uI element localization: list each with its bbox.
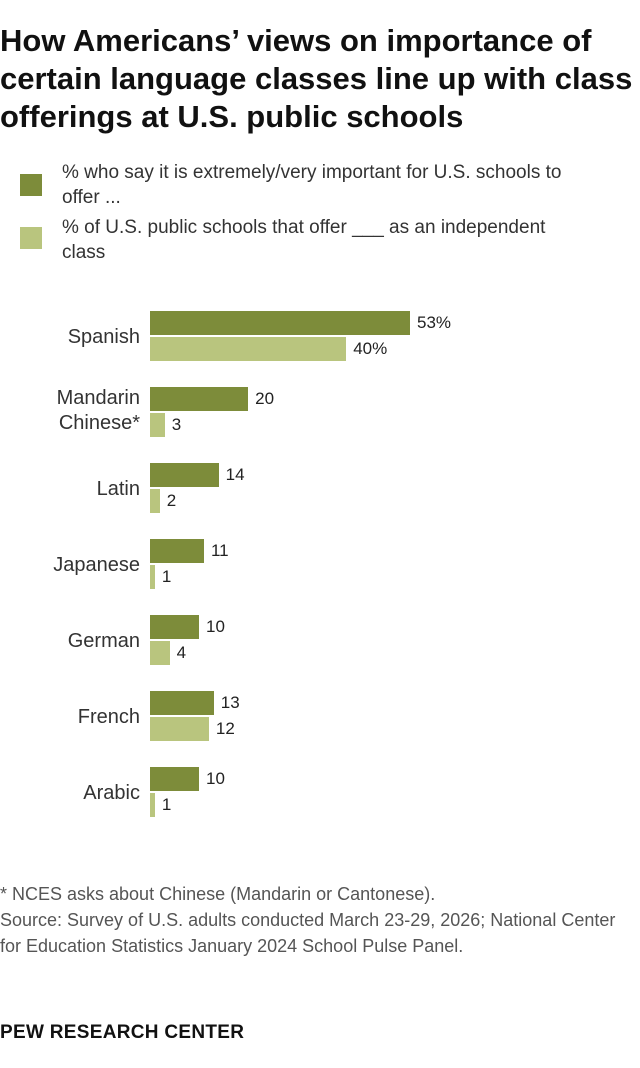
chart-title: How Americans’ views on importance of ce… — [0, 23, 633, 134]
value-label-offer: 4 — [176, 643, 187, 662]
bar-important — [150, 463, 219, 487]
bar-offer — [150, 565, 155, 589]
legend-label-important: % who say it is extremely/very important… — [62, 162, 562, 208]
bar-chart: Spanish 53% 40% Mandarin Chinese* 20 3 Latin 14… — [0, 300, 640, 830]
bar-offer — [150, 793, 155, 817]
footnote: * NCES asks about Chinese (Mandarin or C… — [0, 884, 436, 904]
bar-important — [150, 767, 200, 791]
value-label-important: 11 — [210, 541, 229, 560]
value-label-offer: 3 — [171, 415, 182, 434]
legend-label-offer: % of U.S. public schools that offer ___ … — [62, 217, 546, 263]
bar-offer — [150, 413, 165, 437]
value-label-important: 13 — [220, 693, 240, 712]
brand-name: PEW RESEARCH CENTER — [0, 1022, 245, 1043]
category-label: Japanese — [53, 554, 140, 576]
value-label-offer: 1 — [161, 795, 172, 814]
category-label: Mandarin Chinese* — [56, 387, 140, 434]
bar-offer — [150, 489, 160, 513]
value-label-offer: 2 — [166, 491, 177, 510]
category-label: Latin — [96, 478, 140, 500]
value-label-important: 20 — [255, 389, 275, 408]
category-label: German — [67, 630, 140, 652]
legend-swatch-important — [20, 174, 42, 196]
bar-offer — [150, 717, 209, 741]
source-note: Source: Survey of U.S. adults conducted … — [0, 910, 616, 956]
legend-swatch-offer — [20, 227, 42, 249]
value-label-offer: 1 — [161, 567, 172, 586]
bar-important — [150, 387, 249, 411]
bar-important — [150, 691, 214, 715]
bar-important — [150, 615, 200, 639]
bar-important — [150, 539, 204, 563]
bar-offer — [150, 337, 347, 361]
category-label: Arabic — [83, 782, 140, 804]
value-label-important: 10 — [206, 769, 225, 788]
bar-offer — [150, 641, 170, 665]
value-label-important: 14 — [225, 465, 245, 484]
value-label-offer: 40% — [353, 339, 388, 358]
value-label-important: 53% — [417, 313, 452, 332]
value-label-important: 10 — [206, 617, 225, 636]
value-label-offer: 12 — [215, 719, 235, 738]
bar-important — [150, 311, 410, 335]
category-label: Spanish — [67, 326, 140, 348]
category-label: French — [77, 706, 140, 728]
